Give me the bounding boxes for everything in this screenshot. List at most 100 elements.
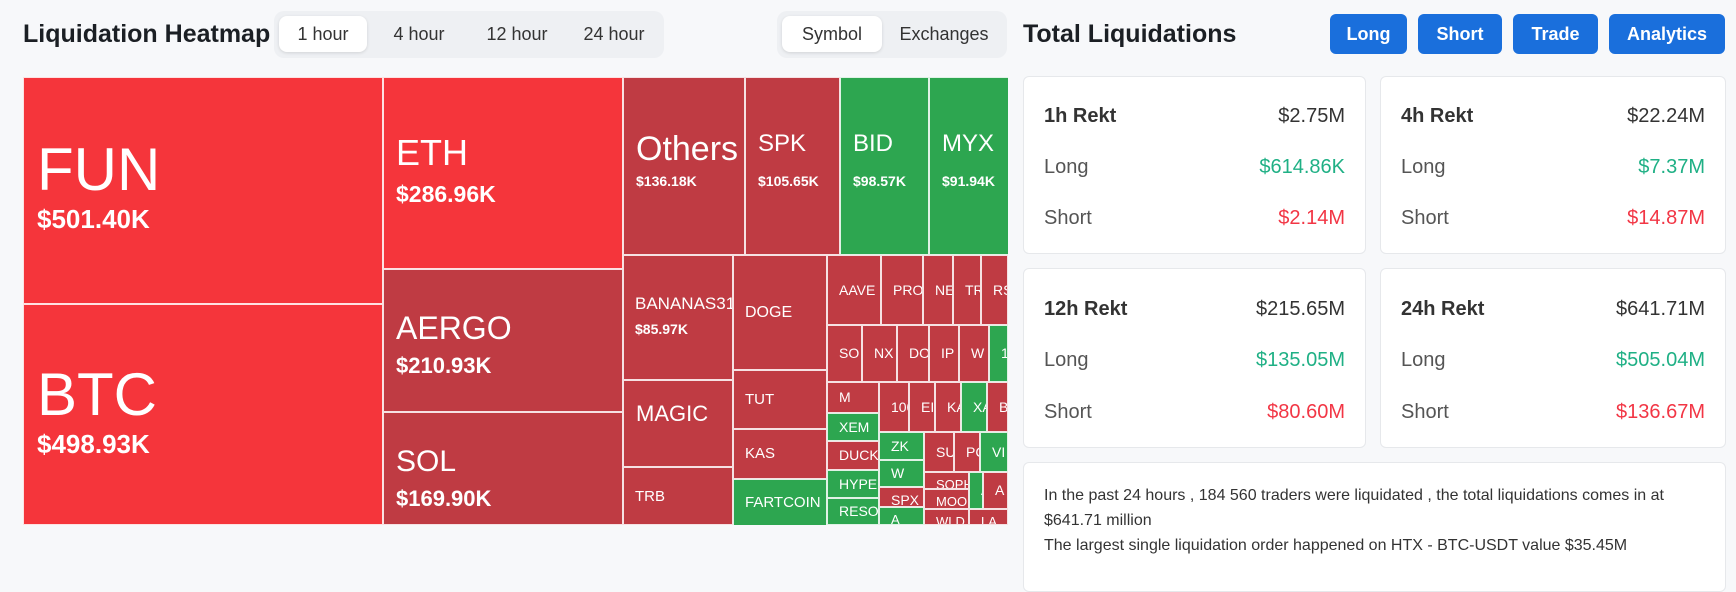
heatmap-cell[interactable]: KAS xyxy=(733,429,827,479)
heatmap-cell[interactable]: DO xyxy=(897,325,929,382)
cell-symbol: XEM xyxy=(839,419,870,435)
heatmap-cell[interactable]: IP xyxy=(929,325,959,382)
cell-symbol: TUT xyxy=(745,391,775,408)
heatmap-cell[interactable]: RS xyxy=(981,255,1008,325)
heatmap-cell[interactable]: FUN $501.40K xyxy=(23,77,383,304)
cell-symbol: BTC xyxy=(37,361,157,428)
heatmap-cell[interactable]: VI xyxy=(980,432,1008,472)
heatmap-cell[interactable]: BANANAS31 $85.97K xyxy=(623,255,733,380)
long-value: $135.05M xyxy=(1256,349,1345,371)
short-label: Short xyxy=(1401,207,1449,229)
heatmap-cell[interactable]: PROM xyxy=(881,255,923,325)
heatmap-cell[interactable]: ZK xyxy=(879,432,924,460)
cell-value: $169.90K xyxy=(396,486,492,511)
heatmap-cell[interactable]: DOGE$56.68K xyxy=(733,255,827,370)
tab-symbol[interactable]: Symbol xyxy=(782,16,882,52)
cell-symbol: KAS xyxy=(745,445,776,462)
heatmap-cell[interactable]: DUCK xyxy=(827,441,879,470)
heatmap-cell[interactable]: SOL $169.90K xyxy=(383,412,623,525)
card-label: 12h Rekt xyxy=(1044,298,1128,320)
heatmap-cell[interactable]: BTC $498.93K xyxy=(23,304,383,525)
heatmap-cell[interactable]: ETH $286.96K xyxy=(383,77,623,269)
cell-symbol: NX xyxy=(874,345,894,361)
card-total: $2.75M xyxy=(1278,105,1345,127)
heatmap-cell[interactable]: KA xyxy=(935,382,961,432)
heatmap-cell[interactable]: BID $98.57K xyxy=(840,77,929,255)
cell-symbol: EI xyxy=(921,399,935,415)
tab-24-hour[interactable]: 24 hour xyxy=(583,24,645,44)
trade-button[interactable]: Trade xyxy=(1513,14,1598,54)
cell-value: $210.93K xyxy=(396,353,492,378)
heatmap-cell[interactable]: FARTCOIN xyxy=(733,479,827,525)
heatmap-cell[interactable]: MAGIC xyxy=(623,380,733,467)
heatmap-cell[interactable]: TUT xyxy=(733,370,827,429)
cell-symbol: DOGE xyxy=(745,304,793,321)
cell-symbol: TRB xyxy=(635,488,665,505)
heatmap-cell[interactable]: PC xyxy=(954,432,980,472)
heatmap-title: Liquidation Heatmap xyxy=(23,20,271,48)
cell-value: $136.18K xyxy=(636,173,697,189)
heatmap-cell[interactable]: SPX xyxy=(879,487,924,507)
cell-symbol: SOL xyxy=(396,445,457,478)
heatmap-cell[interactable]: 1000S xyxy=(879,382,909,432)
heatmap-cell[interactable]: AAVE xyxy=(827,255,881,325)
tab-exchanges[interactable]: Exchanges xyxy=(899,24,989,44)
heatmap-cell[interactable]: NEA xyxy=(923,255,953,325)
long-value: $7.37M xyxy=(1638,156,1705,178)
heatmap-cell[interactable]: TRB xyxy=(623,467,733,525)
card-12h-rekt: 12h Rekt $215.65M Long $135.05M Short $80.6… xyxy=(1023,268,1366,448)
card-label: 24h Rekt xyxy=(1401,298,1485,320)
heatmap-cell[interactable]: SUI xyxy=(924,432,954,472)
heatmap-cell[interactable]: TR xyxy=(953,255,981,325)
analytics-button[interactable]: Analytics xyxy=(1609,14,1725,54)
heatmap-cell[interactable]: BA xyxy=(987,382,1008,432)
heatmap-cell[interactable]: AERGO $210.93K xyxy=(383,269,623,412)
short-value: $14.87M xyxy=(1627,207,1705,229)
card-total: $641.71M xyxy=(1616,298,1705,320)
cell-symbol: DUCK xyxy=(839,447,879,463)
tab-12-hour[interactable]: 12 hour xyxy=(486,24,548,44)
heatmap-cell[interactable]: Others $136.18K xyxy=(623,77,745,255)
heatmap-cell[interactable]: 10 xyxy=(989,325,1008,382)
short-button[interactable]: Short xyxy=(1418,14,1502,54)
short-value: $2.14M xyxy=(1278,207,1345,229)
heatmap-cell[interactable]: W xyxy=(879,460,924,487)
heatmap-cell[interactable]: SPK $105.65K xyxy=(745,77,840,255)
heatmap-cell[interactable]: SOPH xyxy=(924,472,969,489)
tab-1-hour[interactable]: 1 hour xyxy=(279,16,367,52)
cell-value: $501.40K xyxy=(37,204,150,234)
cell-symbol: 10 xyxy=(1001,345,1007,361)
heatmap-cell[interactable]: M xyxy=(827,382,879,413)
heatmap-cell[interactable]: HYPE xyxy=(827,470,879,498)
card-24h-rekt: 24h Rekt $641.71M Long $505.04M Short $136.… xyxy=(1380,268,1726,448)
heatmap-cell[interactable]: XEM xyxy=(827,413,879,441)
cell-symbol: SPK xyxy=(758,130,807,157)
heatmap-cell[interactable]: W xyxy=(959,325,989,382)
card-4h-rekt: 4h Rekt $22.24M Long $7.37M Short $14.87M xyxy=(1380,76,1726,254)
heatmap-cell[interactable]: MYX $91.94K xyxy=(929,77,1008,255)
short-label: Short xyxy=(1401,401,1449,423)
cell-value: $91.94K xyxy=(942,173,995,189)
heatmap-cell[interactable]: LA xyxy=(969,509,1008,525)
largest-order-text: The largest single liquidation order hap… xyxy=(1044,537,1628,554)
cell-symbol: FARTCOIN xyxy=(745,494,821,511)
heatmap-cell[interactable]: EI xyxy=(909,382,935,432)
card-total: $22.24M xyxy=(1627,105,1705,127)
heatmap-cell[interactable]: MOO xyxy=(924,489,969,509)
cell-symbol: ZK xyxy=(891,438,909,454)
cell-symbol: XA xyxy=(973,399,986,415)
heatmap-cell[interactable]: AI16 xyxy=(969,472,983,509)
long-button[interactable]: Long xyxy=(1330,14,1407,54)
heatmap-cell[interactable]: SO xyxy=(827,325,862,382)
cell-symbol: WLD xyxy=(936,514,965,525)
tab-4-hour[interactable]: 4 hour xyxy=(393,24,445,44)
cell-symbol: TR xyxy=(965,282,980,298)
heatmap-cell[interactable]: WLD xyxy=(924,509,969,525)
cell-symbol: PC xyxy=(966,444,979,460)
heatmap-cell[interactable]: XA xyxy=(961,382,987,432)
heatmap-cell[interactable]: A xyxy=(983,472,1008,509)
cell-symbol: A xyxy=(891,512,900,525)
heatmap-cell[interactable]: NX xyxy=(862,325,897,382)
heatmap-cell[interactable]: A xyxy=(879,507,924,525)
heatmap-cell[interactable]: RESO xyxy=(827,498,879,525)
